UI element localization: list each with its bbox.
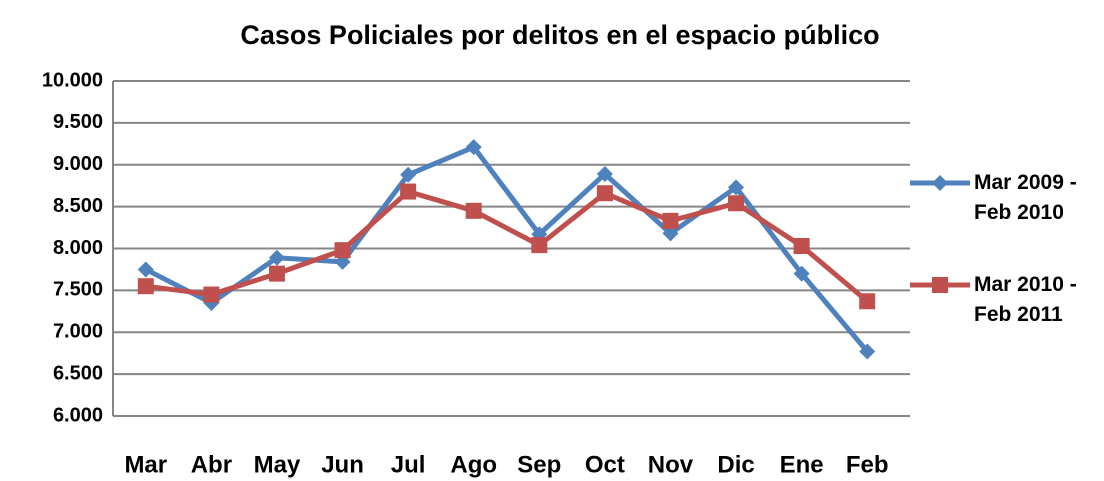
legend-item: Mar 2010 - Feb 2011 <box>910 270 1100 330</box>
chart-title: Casos Policiales por delitos en el espac… <box>240 20 879 50</box>
y-tick-label: 6.000 <box>53 404 103 426</box>
marker <box>334 242 351 259</box>
x-tick-label: May <box>254 451 301 478</box>
marker <box>596 165 613 182</box>
y-tick-label: 7.500 <box>53 279 103 301</box>
marker <box>793 237 810 254</box>
x-tick-label: Nov <box>648 451 694 478</box>
marker <box>268 265 285 282</box>
legend-marker <box>932 277 948 293</box>
marker <box>137 278 154 295</box>
legend-marker <box>932 175 948 191</box>
marker <box>203 286 220 303</box>
x-tick-label: Feb <box>846 451 889 478</box>
legend-label: Mar 2010 - Feb 2011 <box>974 273 1077 326</box>
marker <box>596 185 613 202</box>
x-tick-label: Ago <box>450 451 497 478</box>
y-tick-label: 6.500 <box>53 362 103 384</box>
marker <box>465 139 482 156</box>
marker <box>859 293 876 310</box>
x-tick-label: Dic <box>717 451 754 478</box>
marker <box>859 343 876 360</box>
series-line <box>144 144 870 354</box>
y-tick-label: 9.000 <box>53 153 103 175</box>
x-tick-label: Abr <box>191 451 232 478</box>
y-tick-label: 8.000 <box>53 237 103 259</box>
legend-label: Mar 2009 - Feb 2010 <box>974 171 1077 224</box>
marker <box>728 179 745 196</box>
marker <box>793 265 810 282</box>
x-tick-label: Oct <box>585 451 625 478</box>
marker <box>400 166 417 183</box>
x-tick-label: Jun <box>321 451 364 478</box>
legend-swatch <box>910 175 970 191</box>
x-tick-label: Ene <box>780 451 824 478</box>
marker <box>400 183 417 200</box>
marker <box>137 261 154 278</box>
legend-item: Mar 2009 - Feb 2010 <box>910 168 1100 228</box>
marker <box>662 225 679 242</box>
marker <box>728 195 745 212</box>
marker <box>268 249 285 266</box>
series <box>137 183 876 310</box>
x-tick-label: Jul <box>391 451 426 478</box>
x-tick-label: Mar <box>124 451 167 478</box>
y-tick-label: 9.500 <box>53 111 103 133</box>
legend-swatch <box>910 277 970 293</box>
series-line <box>145 189 869 304</box>
y-tick-label: 7.000 <box>53 321 103 343</box>
y-tick-label: 10.000 <box>42 69 103 91</box>
marker <box>531 237 548 254</box>
y-tick-label: 8.500 <box>53 195 103 217</box>
marker <box>465 202 482 219</box>
x-tick-label: Sep <box>517 451 561 478</box>
marker <box>662 212 679 229</box>
